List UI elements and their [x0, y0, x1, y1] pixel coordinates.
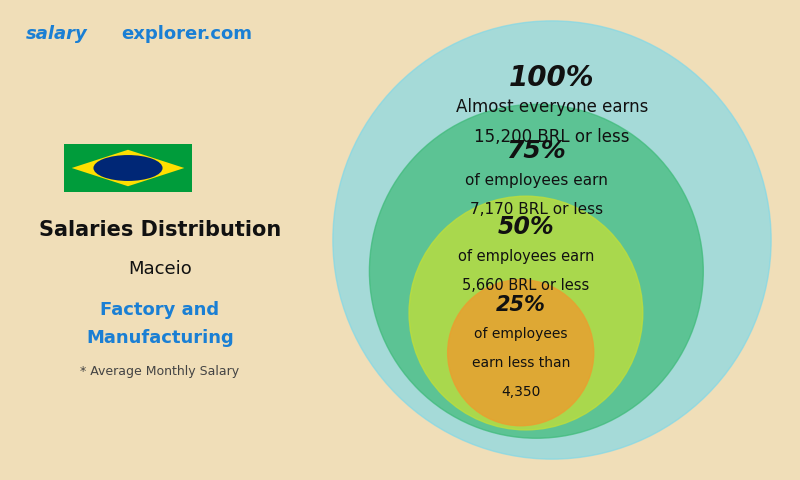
Text: Salaries Distribution: Salaries Distribution — [39, 220, 281, 240]
Circle shape — [448, 280, 594, 426]
Text: Manufacturing: Manufacturing — [86, 329, 234, 348]
Circle shape — [370, 104, 703, 438]
Circle shape — [333, 21, 771, 459]
Text: salary: salary — [26, 24, 87, 43]
Text: Almost everyone earns: Almost everyone earns — [456, 98, 648, 117]
Text: 25%: 25% — [496, 295, 546, 315]
Text: earn less than: earn less than — [471, 356, 570, 370]
Text: 5,660 BRL or less: 5,660 BRL or less — [462, 278, 590, 293]
Text: 4,350: 4,350 — [501, 385, 540, 399]
Circle shape — [409, 196, 642, 430]
Text: explorer.com: explorer.com — [122, 24, 253, 43]
Text: 7,170 BRL or less: 7,170 BRL or less — [470, 202, 603, 217]
Text: 50%: 50% — [498, 216, 554, 240]
Text: Factory and: Factory and — [101, 300, 219, 319]
Text: of employees: of employees — [474, 327, 567, 341]
Text: * Average Monthly Salary: * Average Monthly Salary — [81, 365, 239, 379]
Text: Maceio: Maceio — [128, 260, 192, 278]
Text: 75%: 75% — [506, 139, 566, 163]
Text: of employees earn: of employees earn — [458, 249, 594, 264]
Text: 15,200 BRL or less: 15,200 BRL or less — [474, 128, 630, 146]
Text: 100%: 100% — [510, 64, 594, 92]
FancyBboxPatch shape — [64, 144, 192, 192]
Polygon shape — [72, 150, 184, 186]
Text: of employees earn: of employees earn — [465, 173, 608, 188]
Circle shape — [94, 155, 162, 181]
